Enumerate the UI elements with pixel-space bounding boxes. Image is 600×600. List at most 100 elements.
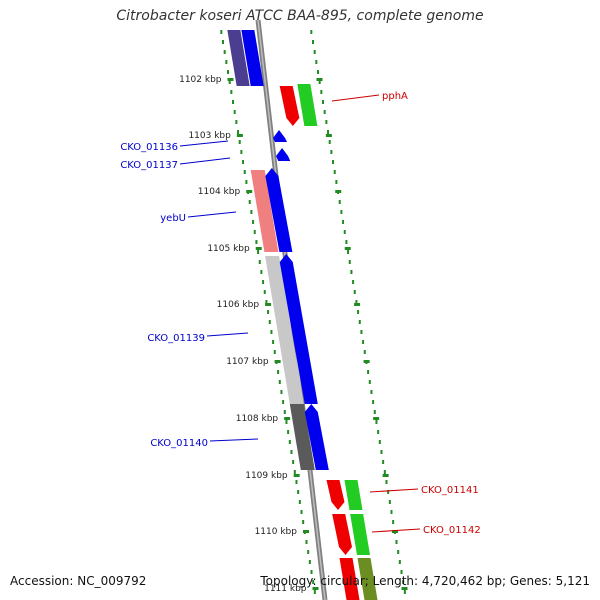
ruler-dot xyxy=(330,150,333,154)
ruler-dot xyxy=(312,580,315,584)
tick-mark-right xyxy=(391,530,398,533)
ruler-dot xyxy=(370,390,373,394)
gene-label-right: pphA xyxy=(382,91,408,102)
ruler-dot xyxy=(383,470,386,474)
ruler-dot xyxy=(293,470,296,474)
cds-arrow-cko-01136 xyxy=(273,130,288,142)
ruler-dot xyxy=(403,590,406,594)
tick-mark-left xyxy=(246,190,253,193)
ruler-dot xyxy=(333,170,336,174)
cds-arrow-cko-01142 xyxy=(332,514,353,555)
gene-label-left: CKO_01136 xyxy=(120,142,178,153)
tick-label: 1105 kbp xyxy=(207,244,250,254)
cds-block xyxy=(339,558,360,600)
ruler-dot xyxy=(348,260,351,264)
ruler-dot xyxy=(390,510,393,514)
ruler-dot xyxy=(340,210,343,214)
ruler-dot xyxy=(318,80,321,84)
leader-line xyxy=(206,332,249,337)
ruler-dot xyxy=(372,400,375,404)
ruler-dot xyxy=(250,210,253,214)
ruler-dot xyxy=(387,490,390,494)
ruler-dot xyxy=(265,300,268,304)
ruler-dot xyxy=(268,320,271,324)
ruler-dot xyxy=(243,170,246,174)
ruler-dot xyxy=(233,110,236,114)
ruler-dot xyxy=(362,340,365,344)
ruler-dot xyxy=(308,560,311,564)
leader-line xyxy=(179,157,231,165)
leader-line xyxy=(371,528,421,533)
ruler-dot xyxy=(292,460,295,464)
cds-arrow-cko-01141 xyxy=(326,480,345,510)
ruler-dot xyxy=(230,90,233,94)
ruler-dot xyxy=(277,370,280,374)
tick-label: 1102 kbp xyxy=(179,75,222,85)
kbp-ticks: 1102 kbp 1103 kbp 1104 kbp 1105 kbp 1106 kbp… xyxy=(179,75,408,594)
ruler-dot xyxy=(350,270,353,274)
ruler-dot xyxy=(335,180,338,184)
ruler-dot xyxy=(248,200,251,204)
ruler-dot xyxy=(258,260,261,264)
ruler-dot xyxy=(297,490,300,494)
ruler-dot xyxy=(360,330,363,334)
ruler-dot xyxy=(373,410,376,414)
tick-mark-left xyxy=(265,303,272,306)
tick-mark-right xyxy=(316,78,323,81)
tick-mark-right xyxy=(401,587,408,590)
gene-color-cko-01139 xyxy=(265,256,304,404)
tick-label: 1109 kbp xyxy=(245,471,288,481)
ruler-dot xyxy=(278,380,281,384)
tick-label: 1110 kbp xyxy=(255,527,298,537)
ruler-dot xyxy=(343,230,346,234)
gene-color-block xyxy=(357,558,378,600)
ruler-dot xyxy=(287,430,290,434)
ruler-dot xyxy=(270,330,273,334)
ruler-dot xyxy=(375,420,378,424)
tick-label: 1103 kbp xyxy=(188,131,231,141)
cds-arrow-pphA xyxy=(279,86,300,126)
ruler-dot xyxy=(302,520,305,524)
leader-line xyxy=(179,140,229,147)
tick-label: 1108 kbp xyxy=(236,414,279,424)
ruler-dot xyxy=(245,180,248,184)
tick-label: 1104 kbp xyxy=(198,187,241,197)
tick-mark-right xyxy=(335,190,342,193)
ruler-dot xyxy=(228,80,231,84)
ruler-dot xyxy=(307,550,310,554)
ruler-dot xyxy=(282,400,285,404)
ruler-dot xyxy=(283,410,286,414)
tick-label: 1107 kbp xyxy=(226,357,269,367)
leader-line xyxy=(209,438,259,442)
gene-label-right: CKO_01141 xyxy=(421,485,479,496)
tick-label: 1106 kbp xyxy=(217,300,260,310)
tick-mark-right xyxy=(344,247,351,250)
cds-color-block xyxy=(227,30,250,86)
ruler-dot xyxy=(313,590,316,594)
ruler-dot xyxy=(368,380,371,384)
cds-arrow-cko-01137 xyxy=(276,148,291,161)
ruler-dot xyxy=(227,70,230,74)
cds-block xyxy=(241,30,264,86)
ruler-dot xyxy=(225,60,228,64)
ruler-dot xyxy=(242,160,245,164)
tick-mark-left xyxy=(293,474,300,477)
tick-mark-left xyxy=(227,78,234,81)
tick-label: 1111 kbp xyxy=(264,584,307,594)
ruler-dot xyxy=(353,290,356,294)
ruler-dot xyxy=(255,240,258,244)
ruler-dot xyxy=(367,370,370,374)
ruler-dot xyxy=(388,500,391,504)
ruler-dot xyxy=(285,420,288,424)
ruler-dot xyxy=(267,310,270,314)
ruler-dot xyxy=(310,30,313,34)
topology-text: Topology: circular; Length: 4,720,462 bp… xyxy=(260,574,590,588)
gene-labels: CKO_01136 CKO_01137 yebU CKO_01139 CKO_01140… xyxy=(120,91,480,536)
ruler-dot xyxy=(220,30,223,34)
ruler-dot xyxy=(380,450,383,454)
ruler-dot xyxy=(322,100,325,104)
ruler-dot xyxy=(235,120,238,124)
tick-mark-left xyxy=(302,530,309,533)
ruler-dot xyxy=(272,340,275,344)
